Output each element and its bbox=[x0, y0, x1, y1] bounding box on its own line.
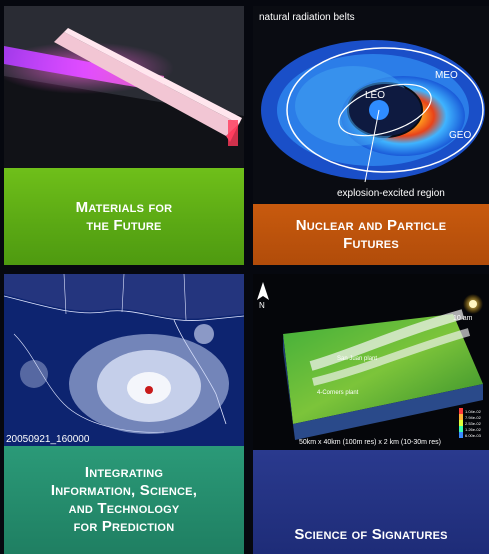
label-line: Information, Science, bbox=[50, 482, 198, 499]
label-line: Materials for bbox=[75, 198, 173, 216]
materials-image bbox=[4, 6, 244, 168]
region-annotation: explosion-excited region bbox=[337, 188, 445, 199]
label-line: Science of Signatures bbox=[294, 526, 448, 543]
timestamp-annotation: 20050921_160000 bbox=[6, 434, 90, 445]
meo-annotation: MEO bbox=[435, 70, 458, 81]
plant-a-annotation: 4-Corners plant bbox=[317, 390, 359, 396]
legend-value: 2.53e-02 bbox=[465, 421, 482, 426]
belts-annotation: natural radiation belts bbox=[259, 12, 355, 23]
legend-value: 7.94e-02 bbox=[465, 415, 482, 420]
label-line: Nuclear and Particle bbox=[295, 216, 447, 234]
label-line: and Technology bbox=[68, 500, 180, 517]
radiation-belts-image: natural radiation belts LEO MEO GEO expl… bbox=[253, 6, 489, 204]
tile-prediction[interactable]: 20050921_160000 Integrating Information,… bbox=[4, 274, 244, 554]
plume-image: N 10 am 4-Corners plant San Juan plant 5… bbox=[253, 274, 489, 450]
materials-label: Materials for the Future bbox=[4, 168, 244, 265]
plant-b-annotation: San Juan plant bbox=[337, 356, 377, 362]
geo-annotation: GEO bbox=[449, 130, 471, 141]
prediction-label: Integrating Information, Science, and Te… bbox=[4, 446, 244, 554]
north-annotation: N bbox=[259, 301, 265, 310]
legend-value: 6.00e-03 bbox=[465, 433, 482, 438]
label-line: for Prediction bbox=[73, 518, 175, 535]
legend-value: 1.04e-02 bbox=[465, 409, 482, 414]
legend-value: 1.26e-02 bbox=[465, 427, 482, 432]
time-annotation: 10 am bbox=[453, 315, 473, 322]
scale-annotation: 50km x 40km (100m res) x 2 km (10-30m re… bbox=[299, 439, 441, 446]
hurricane-image: 20050921_160000 bbox=[4, 274, 244, 446]
tile-signatures[interactable]: N 10 am 4-Corners plant San Juan plant 5… bbox=[253, 274, 489, 554]
label-line: Futures bbox=[343, 234, 399, 252]
nuclear-label: Nuclear and Particle Futures bbox=[253, 204, 489, 265]
signatures-label: Science of Signatures bbox=[253, 450, 489, 554]
tile-nuclear[interactable]: natural radiation belts LEO MEO GEO expl… bbox=[253, 6, 489, 265]
label-line: the Future bbox=[86, 216, 162, 234]
plume-legend: 1.04e-02 7.94e-02 2.53e-02 1.26e-02 6.00… bbox=[459, 408, 482, 438]
label-line: Integrating bbox=[84, 464, 164, 481]
tile-materials[interactable]: Materials for the Future bbox=[4, 6, 244, 265]
leo-annotation: LEO bbox=[365, 90, 385, 101]
